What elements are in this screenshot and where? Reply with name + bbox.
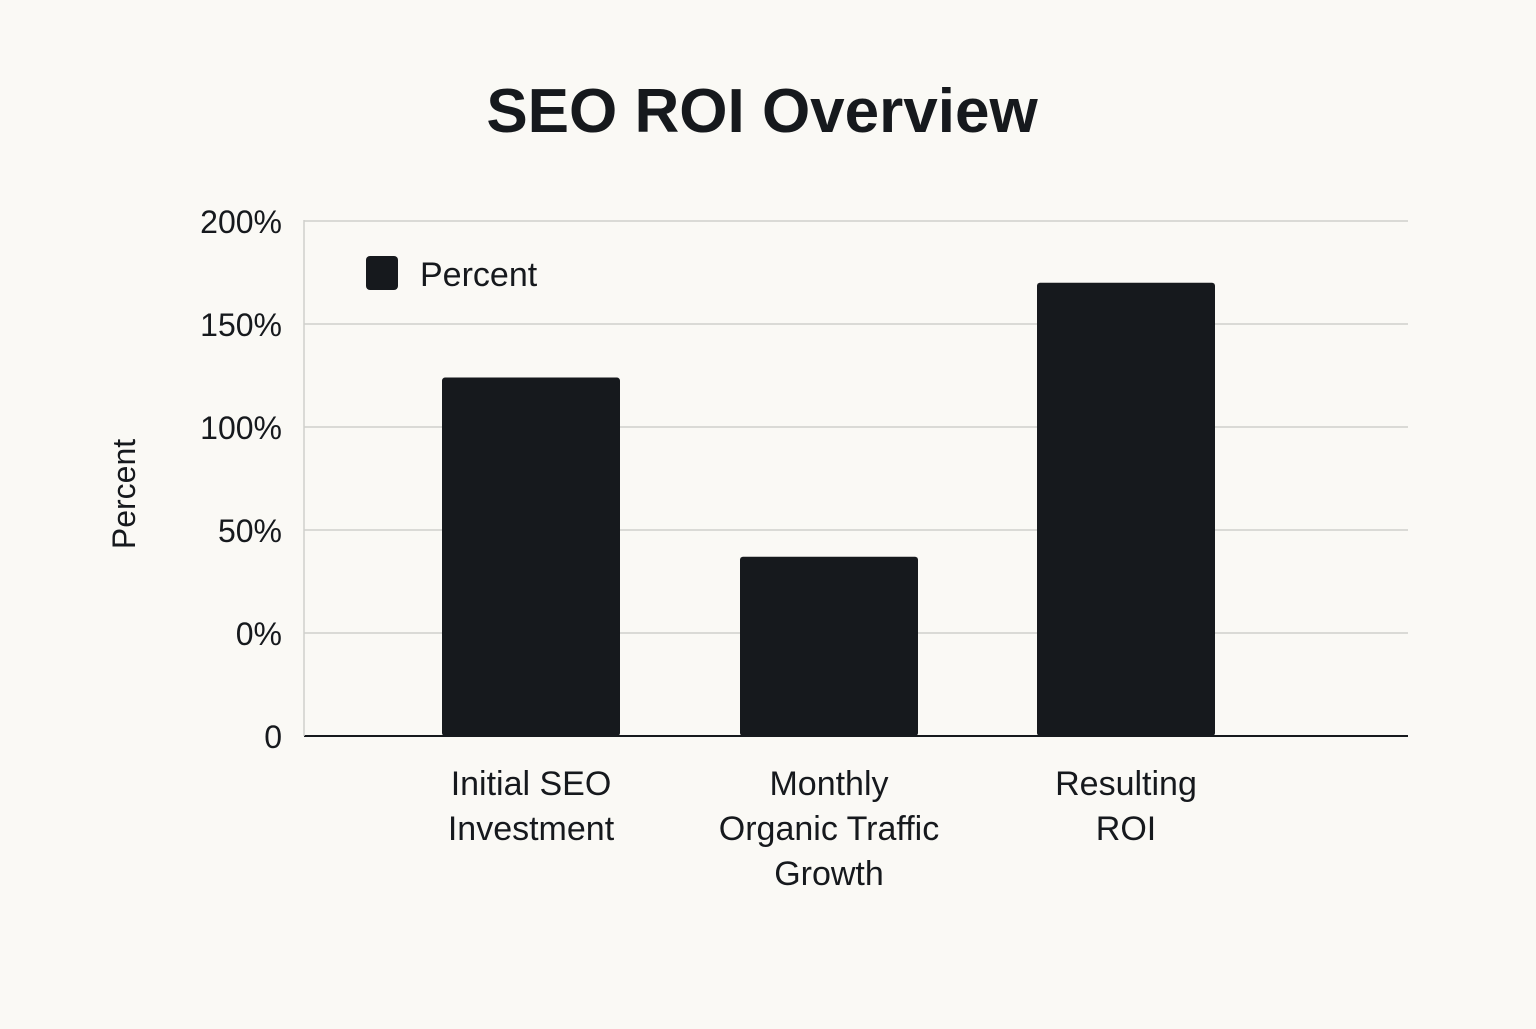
bars (442, 282, 1215, 736)
x-tick-label-line: ROI (1096, 810, 1156, 848)
x-tick-label-line: Resulting (1055, 765, 1197, 803)
bar-1 (442, 377, 620, 736)
bar-3 (1037, 282, 1215, 736)
y-tick-label: 100% (200, 410, 282, 446)
y-tick-label: 0% (236, 616, 282, 652)
y-tick-label: 0 (264, 719, 282, 755)
y-tick-label: 150% (200, 307, 282, 343)
x-tick-label-line: Growth (774, 855, 884, 893)
y-axis-label: Percent (106, 439, 142, 549)
bar-2 (740, 556, 918, 736)
x-tick-label-line: Organic Traffic (719, 810, 939, 848)
y-tick-label: 50% (218, 513, 282, 549)
x-tick-label-line: Investment (448, 810, 615, 848)
y-tick-label: 200% (200, 204, 282, 240)
x-tick-label-line: Initial SEO (451, 765, 612, 803)
legend: Percent (366, 256, 538, 294)
legend-label: Percent (420, 256, 538, 294)
y-tick-labels: 0 0% 50% 100% 150% 200% (200, 204, 282, 755)
legend-swatch (366, 256, 398, 290)
x-tick-label: Initial SEO Investment (448, 765, 615, 848)
chart-title: SEO ROI Overview (486, 77, 1038, 146)
x-tick-label: Monthly Organic Traffic Growth (719, 765, 939, 893)
x-tick-label-line: Monthly (769, 765, 888, 803)
x-tick-labels: Initial SEO Investment Monthly Organic Traf… (448, 765, 1197, 893)
x-tick-label: Resulting ROI (1055, 765, 1197, 848)
